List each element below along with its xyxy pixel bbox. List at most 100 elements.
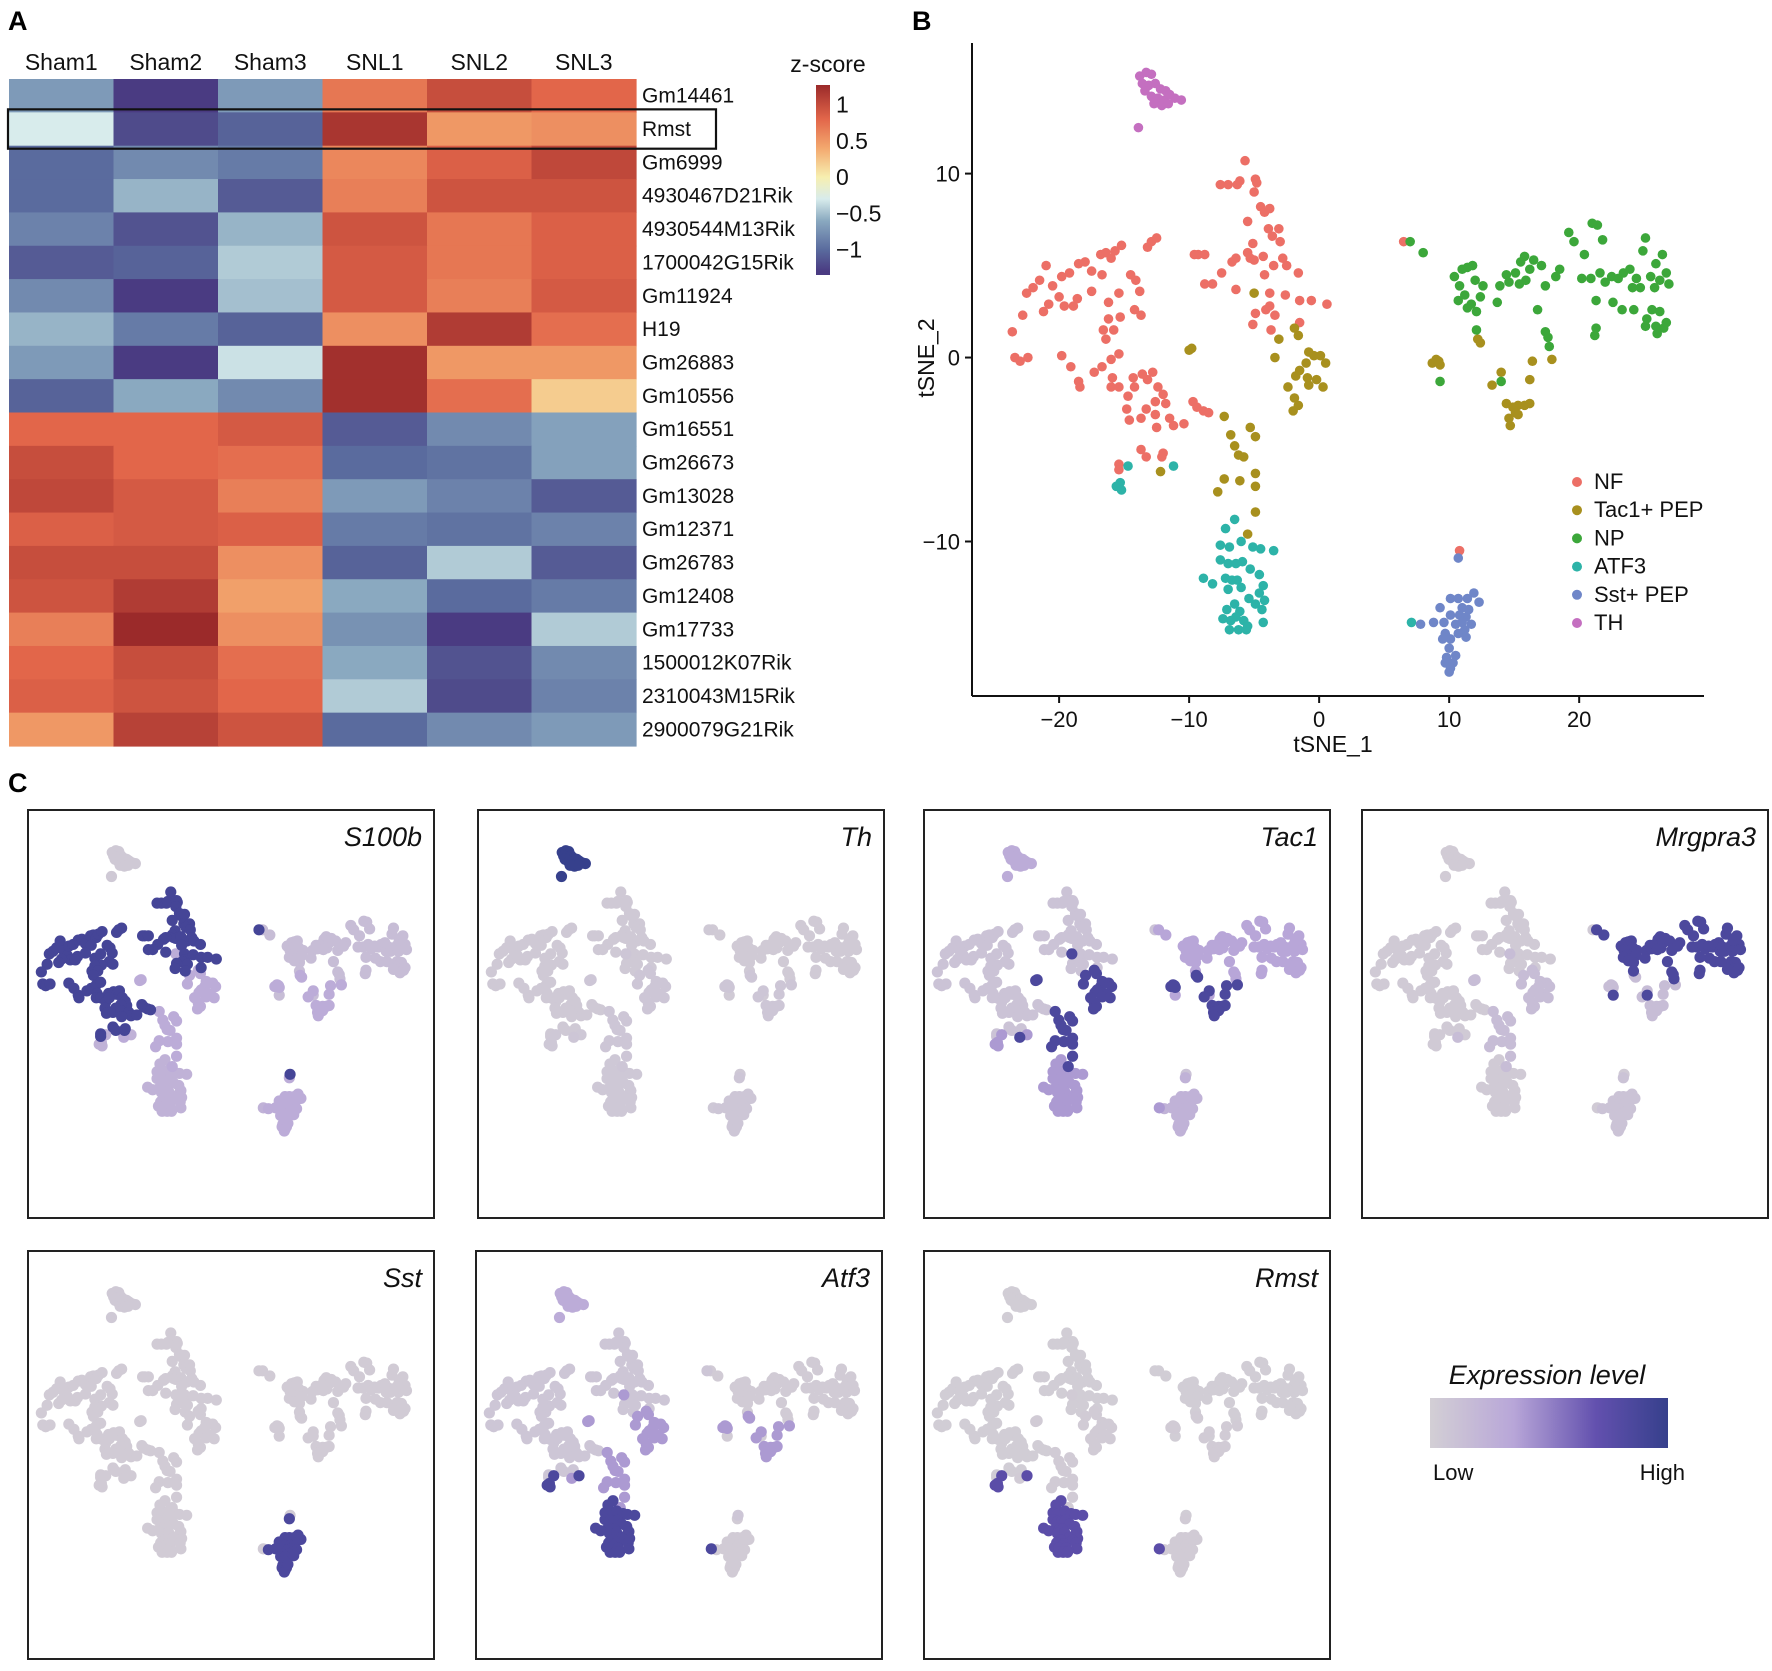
data-point	[1510, 939, 1522, 951]
data-point	[545, 948, 557, 960]
data-point	[590, 1371, 602, 1383]
feature-plot-frame	[475, 1250, 883, 1660]
data-point	[1249, 930, 1262, 942]
feature-plot-title: Tac1	[1260, 822, 1318, 852]
data-point	[623, 1543, 635, 1555]
data-point	[1001, 870, 1014, 883]
data-point	[1281, 260, 1292, 271]
data-point	[194, 938, 207, 951]
x-tick-label: 20	[1567, 707, 1591, 732]
heatmap-cell	[9, 679, 115, 714]
data-point	[1001, 1311, 1014, 1324]
data-point	[1104, 992, 1116, 1004]
data-point	[317, 1385, 329, 1397]
heatmap-cell	[113, 512, 219, 547]
heatmap-cell	[322, 345, 428, 380]
data-point	[545, 976, 557, 988]
data-point	[1439, 617, 1449, 628]
data-point	[1184, 955, 1197, 967]
data-point	[116, 1011, 128, 1023]
data-point	[656, 1433, 668, 1445]
data-point	[1288, 406, 1298, 416]
data-point	[703, 924, 715, 936]
data-point	[1494, 946, 1506, 958]
row-label: Gm14461	[642, 85, 734, 108]
heatmap-cell	[9, 79, 115, 113]
data-point	[1274, 334, 1284, 344]
data-point	[1058, 1036, 1070, 1048]
data-point	[1476, 944, 1488, 956]
data-point	[54, 1376, 66, 1388]
row-label: H19	[642, 318, 681, 341]
data-point	[721, 1430, 733, 1442]
data-point	[642, 1379, 655, 1392]
data-point	[116, 1452, 128, 1464]
data-point	[1453, 628, 1464, 639]
data-point	[364, 1364, 376, 1376]
data-point	[1715, 956, 1727, 968]
data-point	[1002, 1388, 1014, 1400]
data-point	[1254, 588, 1265, 598]
data-point	[1198, 1432, 1210, 1444]
data-point	[1542, 992, 1554, 1004]
data-point	[618, 1479, 631, 1491]
feature-plot-tac1: Tac1	[923, 809, 1331, 1219]
data-point	[1169, 1430, 1181, 1442]
data-point	[53, 956, 65, 969]
data-point	[1260, 1364, 1272, 1376]
heatmap-cell	[218, 245, 324, 280]
data-point	[170, 1491, 183, 1503]
data-point	[1280, 290, 1291, 300]
data-point	[969, 992, 981, 1004]
heatmap-cell	[218, 379, 324, 414]
data-point	[723, 989, 735, 1001]
data-point	[1456, 859, 1468, 871]
data-point	[1504, 1038, 1517, 1050]
legend-marker	[1572, 477, 1582, 487]
heatmap-cell	[218, 212, 324, 247]
data-point	[1463, 604, 1474, 615]
data-point	[1203, 407, 1214, 418]
data-point	[1150, 409, 1161, 420]
data-point	[1605, 979, 1617, 991]
data-point	[1021, 288, 1032, 298]
data-point	[614, 1024, 626, 1037]
data-point	[732, 1117, 744, 1129]
data-point	[1007, 326, 1018, 337]
heatmap-cell	[427, 212, 533, 247]
data-point	[732, 1509, 744, 1521]
data-point	[1274, 223, 1284, 234]
data-point	[1216, 268, 1227, 278]
data-point	[1563, 227, 1574, 238]
data-point	[1435, 376, 1445, 387]
heatmap-cell	[322, 579, 428, 614]
data-point	[142, 1371, 154, 1383]
data-point	[335, 979, 348, 991]
data-point	[170, 1456, 183, 1468]
data-point	[631, 978, 644, 990]
data-point	[1569, 236, 1579, 247]
heatmap-cell	[113, 679, 219, 714]
legend-marker	[1572, 618, 1582, 628]
data-point	[1693, 968, 1705, 980]
feature-plot-title: Atf3	[820, 1263, 870, 1293]
data-point	[701, 1365, 713, 1377]
heatmap-cell	[113, 545, 219, 580]
data-point	[271, 1420, 283, 1432]
data-point	[1066, 1389, 1078, 1401]
data-point	[181, 1068, 193, 1080]
data-point	[135, 1415, 147, 1427]
y-tick-label: 10	[936, 162, 960, 187]
data-point	[1072, 1380, 1084, 1392]
data-point	[95, 1417, 107, 1429]
data-point	[969, 1433, 981, 1445]
heatmap-cell	[218, 545, 324, 580]
data-point	[1504, 948, 1516, 960]
data-point	[658, 992, 670, 1004]
data-point	[619, 962, 631, 975]
row-label: Gm16551	[642, 418, 734, 441]
data-point	[142, 930, 154, 942]
data-point	[1654, 306, 1665, 317]
data-point	[714, 929, 726, 941]
data-point	[1047, 281, 1058, 291]
